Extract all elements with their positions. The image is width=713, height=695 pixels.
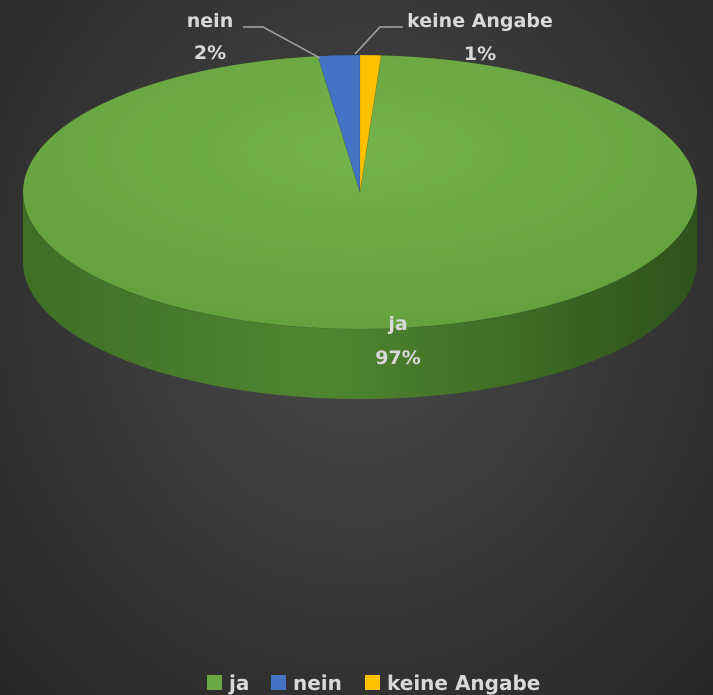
legend-label-nein: nein (293, 671, 342, 695)
legend-swatch-ja (207, 675, 222, 690)
pie-top-face (22, 54, 698, 330)
data-label-nein-percent: 2% (194, 42, 226, 64)
leader-lines (243, 26, 403, 59)
data-label-nein-name: nein (187, 10, 233, 32)
legend-swatch-nein (271, 675, 286, 690)
slice-ja (22, 54, 698, 330)
data-label-keine-angabe-percent: 1% (464, 43, 496, 65)
data-label-ja-percent: 97% (375, 347, 420, 369)
legend-label-ja: ja (228, 671, 249, 695)
data-label-ja-name: ja (387, 313, 407, 335)
data-label-keine-angabe-name: keine Angabe (407, 10, 553, 32)
leader-line-nein (243, 26, 321, 59)
data-labels: ja 97% nein 2% keine Angabe 1% (187, 10, 553, 369)
slice-side-ja (23, 192, 697, 399)
legend: ja nein keine Angabe (207, 671, 540, 695)
pie-side-wall (23, 192, 697, 399)
legend-swatch-keine-angabe (365, 675, 380, 690)
slice-keine-angabe (359, 54, 382, 193)
legend-label-keine-angabe: keine Angabe (387, 671, 540, 695)
leader-line-keine-angabe (354, 26, 403, 55)
